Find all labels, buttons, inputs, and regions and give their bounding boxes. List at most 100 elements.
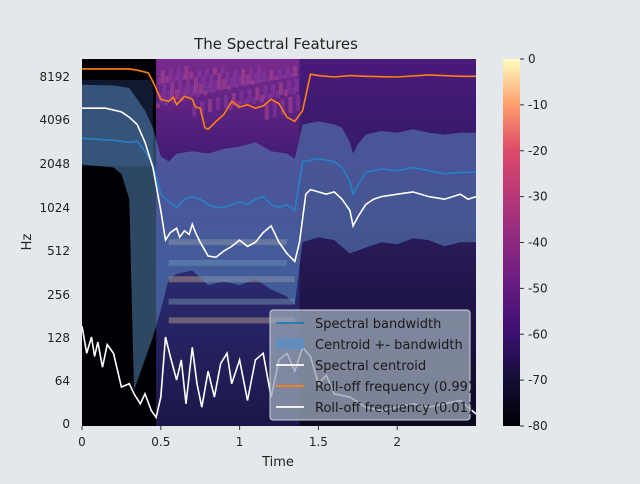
spectrogram-cell: [171, 99, 176, 104]
spectrogram-cell: [228, 103, 233, 111]
spectrogram-cell: [163, 101, 168, 106]
colorbar-tick-label: -40: [528, 236, 548, 250]
colorbar-tick-label: -10: [528, 98, 548, 112]
legend-label: Spectral centroid: [315, 359, 426, 374]
spectrogram-cell: [236, 101, 241, 109]
spectral-bandwidth-line: [82, 137, 476, 212]
colorbar: 0 -10 -20 -30 -40 -50 -60 -70 -80: [503, 52, 548, 433]
spectrogram-cell: [159, 92, 164, 103]
colorbar-tick-label: 0: [528, 52, 536, 66]
spectrogram-cell: [266, 77, 271, 82]
spectrogram-cell: [178, 80, 183, 97]
x-axis-label: Time: [261, 455, 294, 470]
spectrogram-cell: [255, 87, 260, 101]
spectrogram-cell: [283, 89, 288, 97]
spectrogram-cell: [288, 96, 293, 113]
y-tick-label: 0: [62, 417, 70, 431]
colorbar-tick-label: -60: [528, 327, 548, 341]
legend: Spectral bandwidth Centroid +- bandwidth S…: [269, 309, 473, 421]
spectrogram-cell: [267, 92, 272, 100]
spectrogram-cell: [253, 73, 258, 84]
spectrogram-cell: [250, 80, 255, 85]
y-tick-label: 1024: [39, 201, 70, 215]
rolloff-099-line: [82, 68, 476, 131]
colorbar-gradient: [503, 59, 520, 426]
y-axis-ticks: 0 64 128 256 512 1024 2048 4096 8192: [39, 70, 70, 431]
colorbar-tick-label: -80: [528, 419, 548, 433]
spectrogram-cell: [167, 91, 172, 102]
colorbar-ticks: 0 -10 -20 -30 -40 -50 -60 -70 -80: [520, 52, 548, 433]
y-tick-label: 256: [47, 288, 70, 302]
spectrogram-cell: [182, 87, 187, 98]
spectrogram-cell: [156, 103, 161, 108]
spectrogram-cell: [225, 71, 230, 88]
spectrogram-cell: [193, 77, 198, 94]
spectrogram-cell: [231, 92, 236, 106]
spectrogram-cell: [223, 94, 228, 108]
spectrogram-cell: [200, 101, 205, 115]
x-tick-label: 0: [78, 435, 86, 449]
x-tick-label: 0.5: [151, 435, 170, 449]
spectrogram-cell: [176, 67, 181, 81]
colorbar-tick-label: -70: [528, 373, 548, 387]
spectrogram-cell: [242, 82, 247, 87]
spectrogram-cell: [214, 80, 219, 91]
spectrogram-cell: [241, 68, 246, 85]
spectrogram-cell: [275, 91, 280, 99]
spectrogram-cell: [215, 96, 220, 110]
legend-label: Roll-off frequency (0.01): [315, 401, 473, 416]
spectrogram-cell: [271, 83, 276, 97]
chart-title: The Spectral Features: [193, 35, 358, 53]
spectrogram-cell: [220, 66, 225, 74]
spectrogram-cell: [238, 75, 243, 86]
spectrogram-cell: [244, 99, 249, 107]
spectrogram-cell: [173, 74, 178, 82]
y-tick-label: 512: [47, 244, 70, 258]
spectrogram-cell: [160, 70, 165, 84]
spectrogram-cell: [208, 99, 213, 113]
centroid-bandwidth-band: [82, 84, 476, 391]
spectrogram-cell: [286, 80, 291, 94]
spectrogram-cell: [192, 103, 197, 117]
spectrogram-cell: [285, 67, 290, 78]
spectrogram-cell: [272, 101, 277, 118]
legend-label: Centroid +- bandwidth: [315, 338, 463, 353]
spectrogram-cell: [239, 91, 244, 105]
spectrogram-cell: [249, 67, 254, 84]
spectrogram-cell: [212, 67, 217, 75]
legend-label: Roll-off frequency (0.99): [315, 380, 473, 395]
spectrogram-cell: [233, 70, 238, 87]
spectrogram-cell: [187, 94, 192, 99]
spectrogram-cell: [290, 73, 295, 78]
spectrogram-cell: [280, 99, 285, 116]
spectrogram-cell: [222, 78, 227, 89]
spectrogram-cell: [168, 68, 173, 82]
spectrogram-cell: [157, 77, 162, 85]
plot-area: [82, 59, 476, 426]
spectrogram-cell: [291, 87, 296, 95]
spectrogram-cell: [230, 77, 235, 88]
spectrogram-cell: [226, 85, 231, 90]
x-axis-ticks: 0 0.5 1 1.5 2: [78, 426, 401, 449]
y-tick-label: 2048: [39, 157, 70, 171]
spectral-centroid-line: [82, 107, 476, 263]
spectrogram-cell: [245, 74, 250, 85]
x-tick-label: 1: [236, 435, 244, 449]
spectrogram-cell: [181, 73, 186, 81]
spectrogram-cell: [264, 103, 269, 120]
y-tick-label: 8192: [39, 70, 70, 84]
spectrogram-cell: [184, 66, 189, 80]
spectrogram-cell: [234, 83, 239, 88]
legend-swatch: [276, 338, 304, 349]
spectrogram-cell: [293, 66, 298, 77]
spectrogram-cell: [261, 71, 266, 82]
spectrogram-cell: [247, 89, 252, 103]
harmonic-band: [168, 298, 295, 305]
colorbar-tick-label: -20: [528, 144, 548, 158]
spectrogram-cell: [258, 78, 263, 83]
spectrogram-cell: [269, 70, 274, 81]
spectrogram-cell: [282, 74, 287, 79]
spectrogram-cell: [274, 75, 279, 80]
